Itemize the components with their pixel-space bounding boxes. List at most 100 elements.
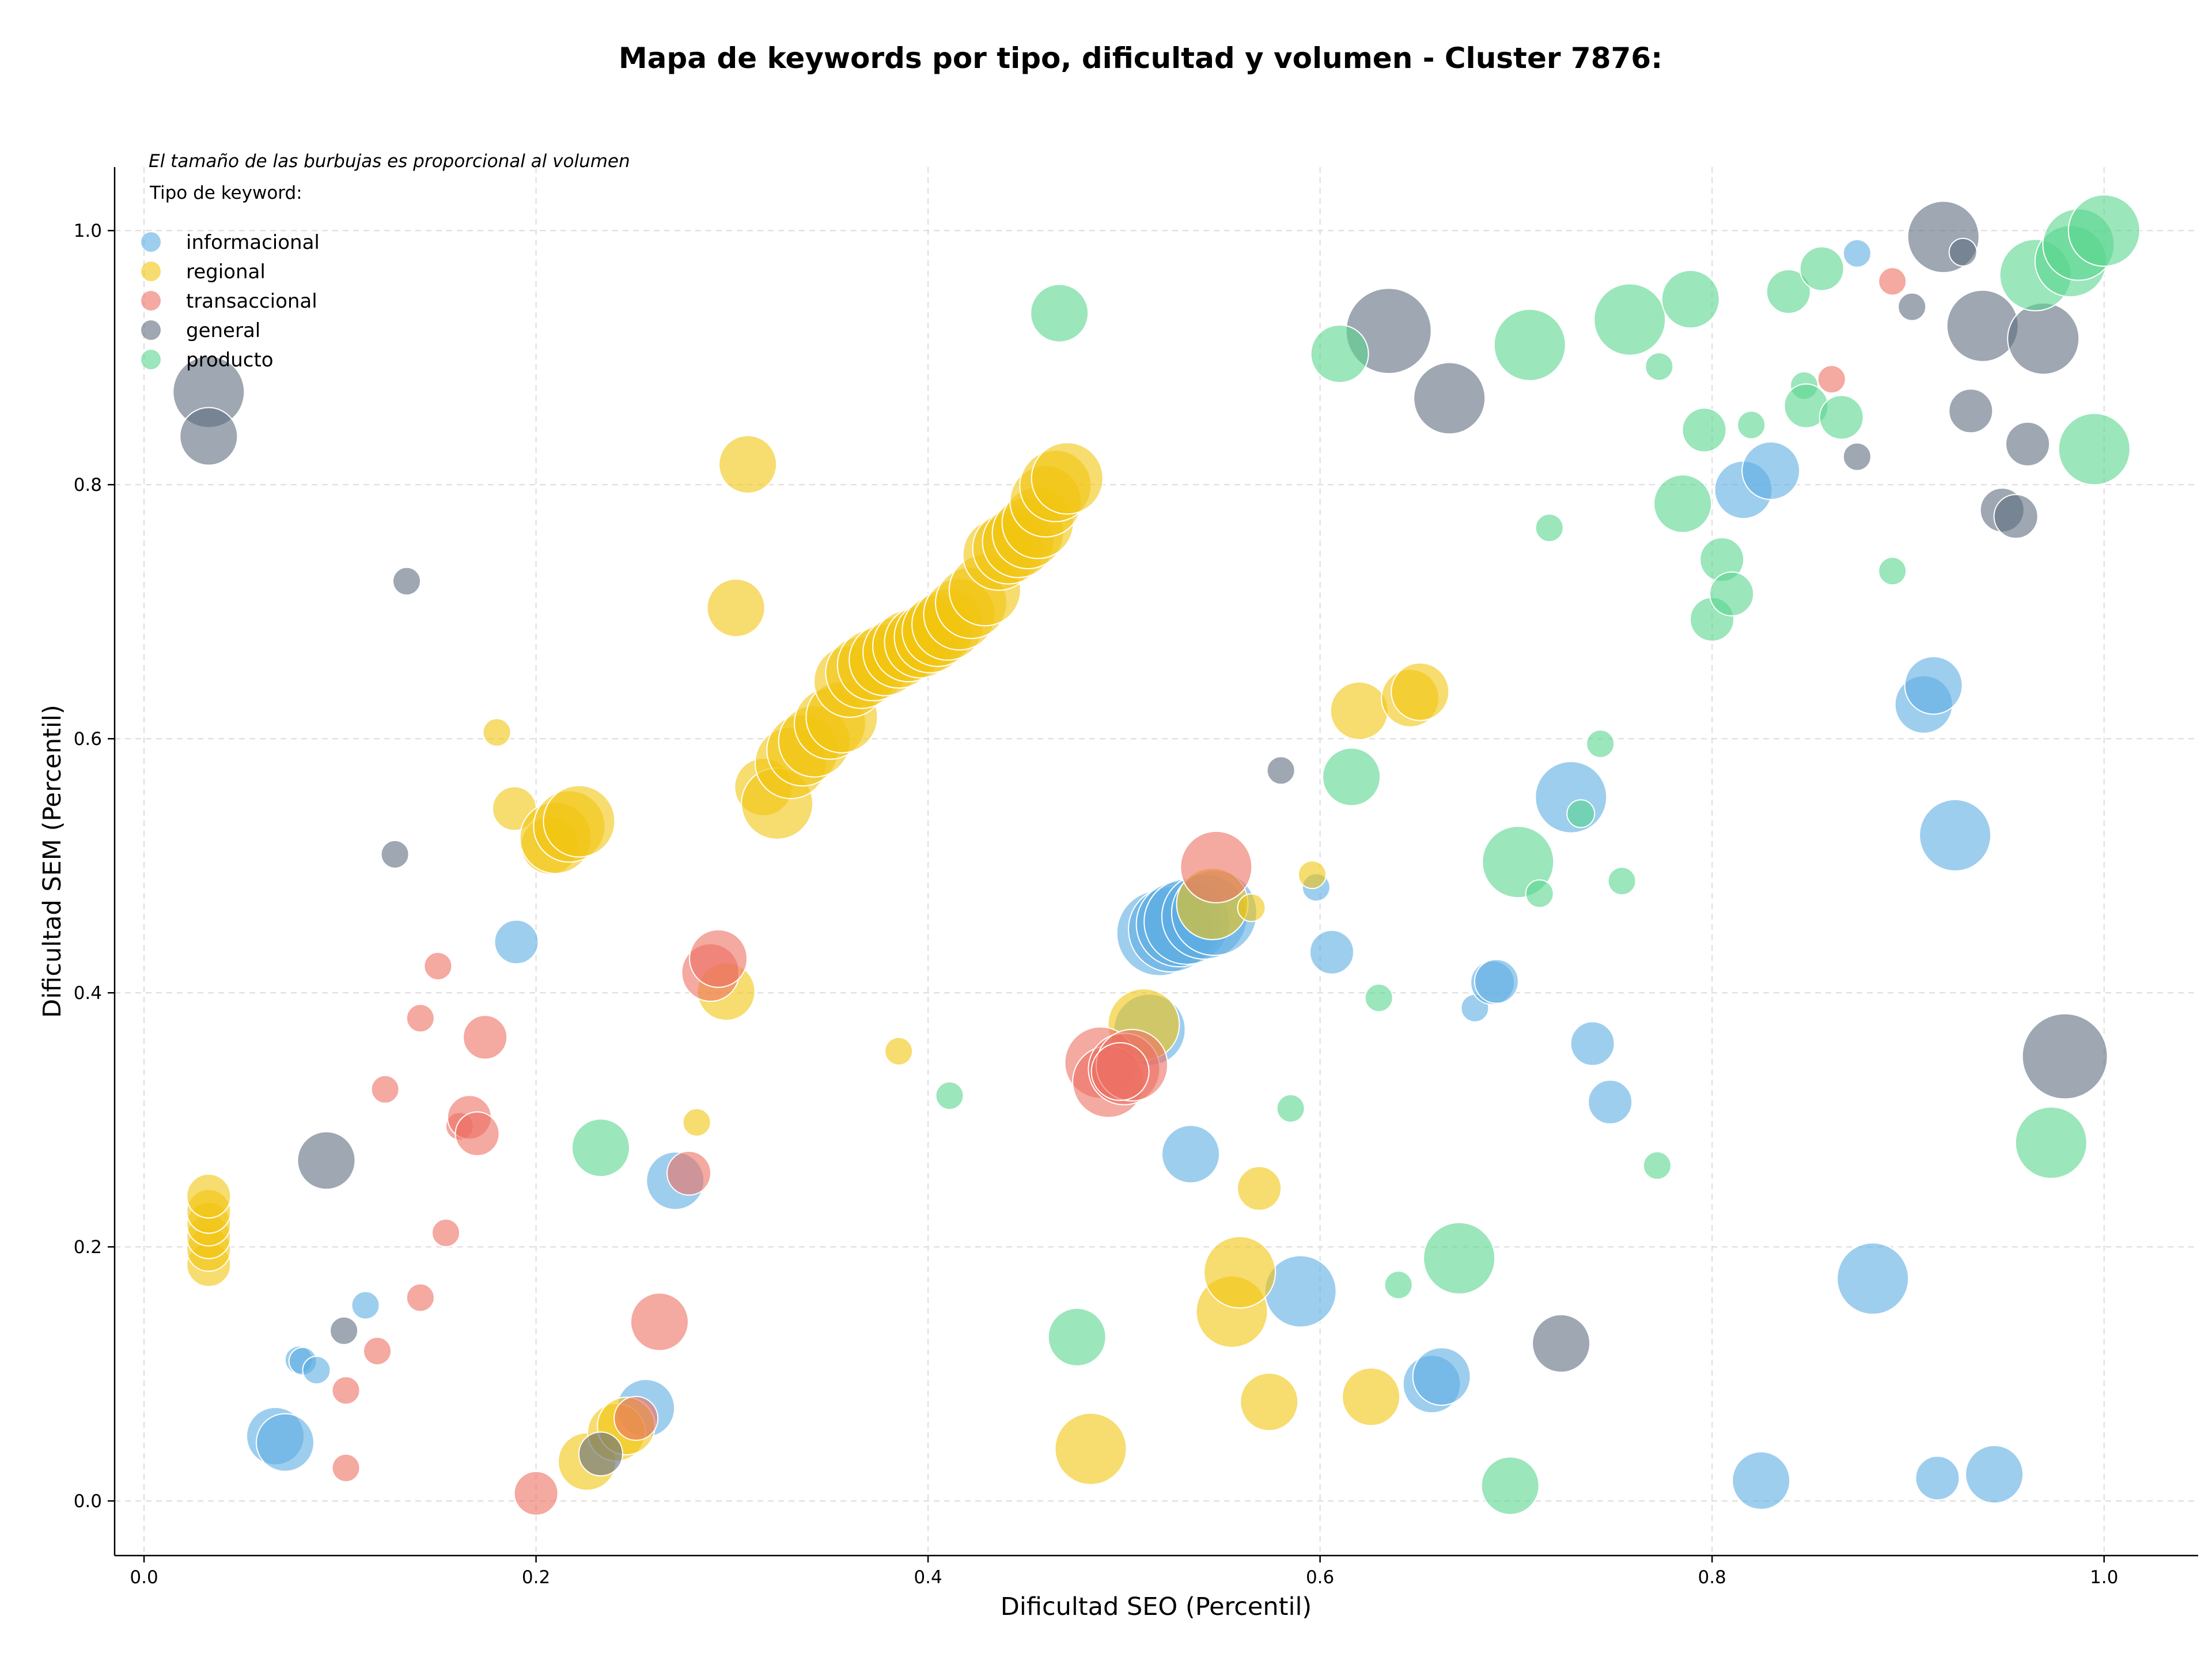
bubble-producto	[1878, 557, 1907, 586]
legend-label-informacional: informacional	[186, 231, 320, 254]
bubble-producto	[1645, 352, 1674, 381]
y-axis-label: Dificultad SEM (Percentil)	[38, 705, 67, 1018]
bubble-general	[2005, 421, 2050, 467]
bubble-general	[1948, 388, 1994, 434]
bubble-producto	[1661, 270, 1720, 329]
bubble-general	[1897, 292, 1927, 321]
bubble-transaccional	[1180, 830, 1253, 903]
bubble-producto	[2014, 1106, 2088, 1179]
chart-title: Mapa de keywords por tipo, dificultad y …	[619, 41, 1662, 75]
bubble-producto	[1322, 747, 1381, 807]
x-tick-label: 0.2	[522, 1567, 550, 1588]
y-tick-label: 0.2	[74, 1237, 102, 1258]
y-tick-label: 0.0	[74, 1491, 102, 1512]
bubble-transaccional	[454, 1111, 500, 1156]
bubble-regional	[706, 578, 766, 638]
bubble-informacional	[1842, 239, 1872, 268]
series-regional	[186, 435, 1450, 1491]
bubble-transaccional	[666, 1151, 711, 1196]
bubble-general	[1946, 289, 2019, 362]
bubble-general	[392, 566, 421, 596]
bubble-producto	[2058, 413, 2131, 486]
bubble-producto	[1423, 1222, 1496, 1295]
y-tick-label: 0.6	[74, 729, 102, 750]
bubble-general	[1993, 494, 2039, 539]
bubble-producto	[1607, 867, 1637, 896]
bubble-general	[380, 839, 410, 869]
bubble-regional	[1203, 1236, 1277, 1309]
bubble-informacional	[1836, 1242, 1910, 1315]
bubble-transaccional	[363, 1337, 392, 1365]
bubble-transaccional	[1817, 365, 1846, 394]
bubble-regional	[543, 785, 616, 858]
bubble-informacional	[1588, 1079, 1633, 1125]
bubble-producto	[1535, 513, 1564, 543]
bubble-general	[2021, 1013, 2108, 1100]
bubble-producto	[1525, 879, 1554, 909]
bubble-producto	[1819, 395, 1864, 440]
bubble-producto	[935, 1081, 964, 1110]
bubble-informacional	[1915, 1455, 1960, 1501]
bubble-informacional	[494, 920, 539, 964]
bubble-informacional	[256, 1413, 315, 1472]
bubble-producto	[1276, 1094, 1305, 1123]
bubble-regional	[1330, 681, 1389, 740]
bubble-informacional	[1732, 1451, 1791, 1510]
legend-label-general: general	[186, 319, 260, 342]
x-tick-label: 0.4	[914, 1567, 942, 1588]
legend-label-regional: regional	[186, 260, 266, 283]
legend-marker-regional	[141, 262, 161, 281]
bubble-regional	[718, 435, 778, 494]
bubble-regional	[682, 1108, 711, 1137]
x-tick-label: 1.0	[2090, 1567, 2118, 1588]
x-tick-label: 0.6	[1306, 1567, 1334, 1588]
bubble-informacional	[1161, 1125, 1220, 1184]
axes	[113, 167, 2198, 1557]
legend-label-producto: producto	[186, 349, 274, 372]
bubble-general	[179, 407, 238, 466]
bubble-regional	[1240, 1372, 1299, 1432]
bubble-transaccional	[463, 1015, 508, 1060]
bubble-producto	[1586, 729, 1615, 758]
bubble-general	[1413, 362, 1486, 435]
bubble-producto	[2067, 194, 2141, 267]
bubble-general	[1842, 442, 1872, 471]
series-producto	[571, 194, 2141, 1515]
bubble-producto	[1799, 246, 1844, 292]
bubble-producto	[1030, 283, 1089, 343]
bubble-informacional	[1474, 959, 1519, 1004]
bubble-producto	[1364, 983, 1393, 1012]
x-axis-label: Dificultad SEO (Percentil)	[1001, 1592, 1312, 1621]
bubble-producto	[1766, 269, 1811, 315]
bubble-transaccional	[406, 1004, 435, 1033]
bubble-producto	[1047, 1307, 1107, 1367]
bubble-producto	[1566, 799, 1596, 828]
bubble-informacional	[351, 1291, 380, 1320]
bubble-producto	[1642, 1151, 1672, 1181]
legend-label-transaccional: transaccional	[186, 290, 317, 313]
legend-marker-general	[141, 320, 161, 340]
x-ticks: 0.0 0.2 0.4 0.6 0.8 1.0	[130, 1556, 2118, 1588]
series-transaccional	[331, 267, 1907, 1516]
bubble-informacional	[1919, 799, 1992, 872]
bubble-producto	[1384, 1270, 1413, 1300]
bubble-producto	[1709, 571, 1755, 616]
bubble-producto	[1493, 308, 1566, 381]
series-general	[172, 200, 2108, 1477]
bubble-informacional	[1741, 441, 1801, 500]
bubble-transaccional	[513, 1471, 559, 1516]
y-tick-label: 0.4	[74, 983, 102, 1004]
bubble-size-note: El tamaño de las burbujas es proporciona…	[149, 151, 630, 172]
bubble-regional	[1054, 1412, 1127, 1485]
bubble-general	[578, 1431, 623, 1477]
bubble-regional	[1298, 860, 1327, 890]
bubble-transaccional	[406, 1283, 435, 1312]
y-tick-label: 0.8	[74, 475, 102, 495]
legend-marker-transaccional	[141, 291, 161, 311]
bubble-regional	[482, 718, 512, 747]
bubble-general	[1532, 1314, 1591, 1373]
bubble-informacional	[1570, 1021, 1615, 1066]
bubble-general	[329, 1316, 359, 1345]
bubble-transaccional	[331, 1376, 361, 1405]
